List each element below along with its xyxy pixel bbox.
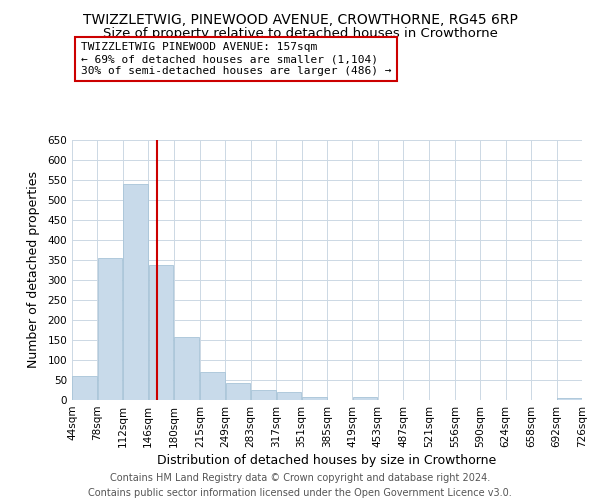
Bar: [73, 376, 97, 400]
Bar: [123, 184, 148, 400]
Text: Contains HM Land Registry data © Crown copyright and database right 2024.
Contai: Contains HM Land Registry data © Crown c…: [88, 472, 512, 498]
Bar: [251, 390, 276, 400]
X-axis label: Distribution of detached houses by size in Crowthorne: Distribution of detached houses by size …: [157, 454, 497, 467]
Text: TWIZZLETWIG PINEWOOD AVENUE: 157sqm
← 69% of detached houses are smaller (1,104): TWIZZLETWIG PINEWOOD AVENUE: 157sqm ← 69…: [81, 42, 392, 76]
Bar: [149, 265, 173, 400]
Bar: [353, 397, 377, 400]
Text: Size of property relative to detached houses in Crowthorne: Size of property relative to detached ho…: [103, 28, 497, 40]
Bar: [226, 383, 250, 400]
Bar: [302, 397, 326, 400]
Bar: [277, 392, 301, 400]
Y-axis label: Number of detached properties: Number of detached properties: [28, 172, 40, 368]
Bar: [200, 372, 225, 400]
Bar: [557, 398, 581, 400]
Bar: [98, 258, 122, 400]
Text: TWIZZLETWIG, PINEWOOD AVENUE, CROWTHORNE, RG45 6RP: TWIZZLETWIG, PINEWOOD AVENUE, CROWTHORNE…: [83, 12, 517, 26]
Bar: [174, 337, 199, 400]
